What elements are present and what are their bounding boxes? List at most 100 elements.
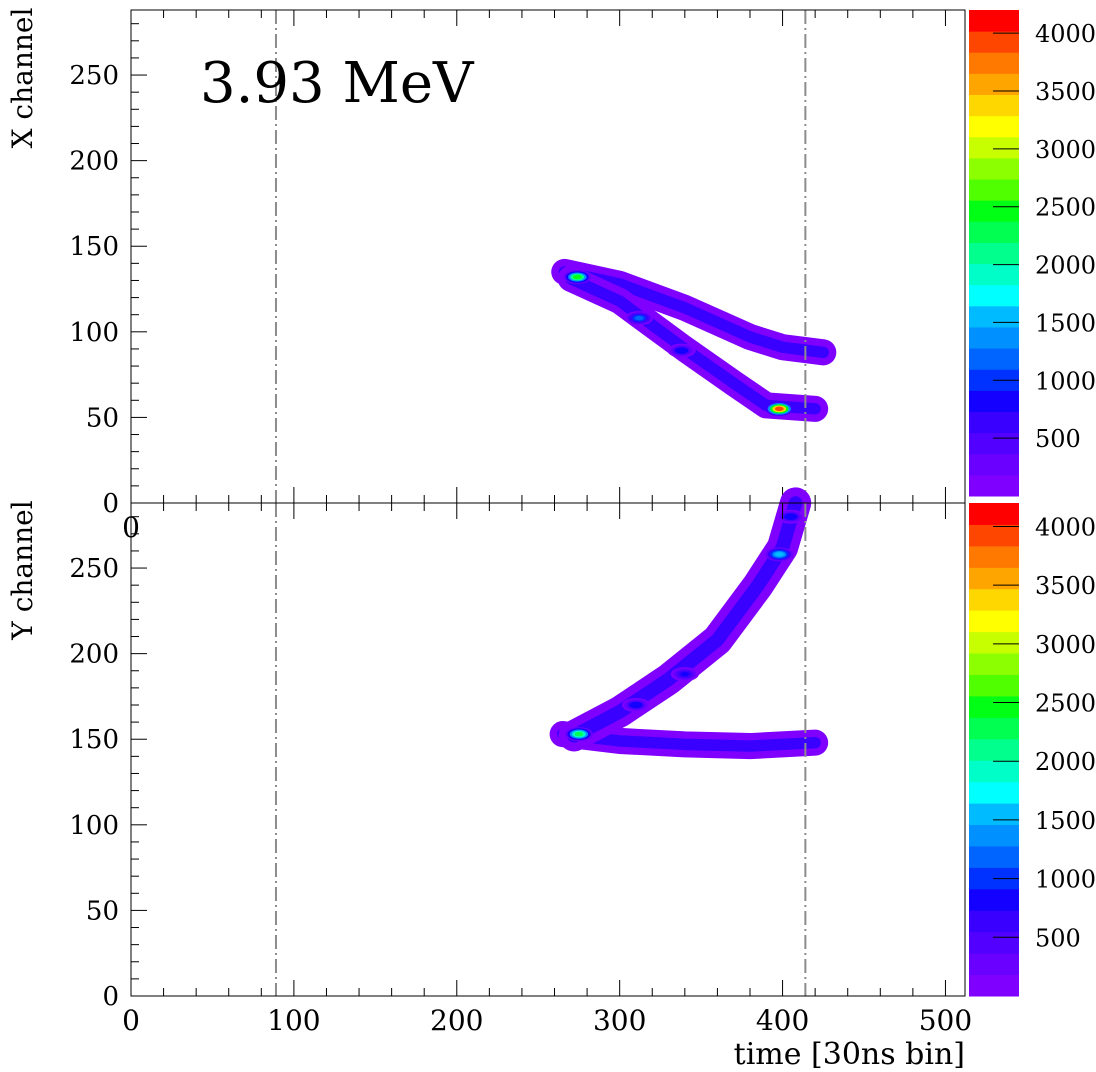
colorbar-segment [969, 115, 1019, 138]
color-bars: 500 1000 1500 2000 2500 3000 3500 4000 500 1000 15… [969, 10, 1096, 997]
bottom-track-layer [549, 487, 829, 760]
bottom-y-tick-label: 200 [69, 640, 119, 670]
bottom-panel: 0 50 100 150 200 250 0 100 200 300 400 500 Y channe… [6, 487, 972, 1072]
top-y-tick-label: 250 [69, 61, 119, 91]
colorbar-segment [969, 781, 1019, 804]
colorbar-segment [969, 411, 1019, 434]
colorbar-tick-label: 4000 [1035, 20, 1096, 48]
colorbar-tick-label: 500 [1035, 425, 1081, 453]
bottom-y-tick-label: 250 [69, 554, 119, 584]
top-hot-spot [634, 315, 644, 321]
top-y-tick-label: 100 [69, 318, 119, 348]
top-track-layer [551, 258, 837, 422]
colorbar-segment [969, 390, 1019, 412]
colorbar-segment [969, 503, 1019, 525]
top-y-tick-label: 0 [102, 489, 119, 519]
colorbar-segment [969, 631, 1019, 654]
colorbar-tick-label: 500 [1035, 924, 1081, 952]
bottom-dashed-lines [274, 503, 807, 996]
colorbar-segment [969, 545, 1019, 568]
top-hot-spot [677, 348, 686, 353]
top-hot-spot [572, 274, 582, 280]
bottom-x-tick-label: 0 [122, 1004, 140, 1037]
bottom-hot-spot [574, 731, 584, 737]
colorbar-segment [969, 221, 1019, 243]
colorbar-segment [969, 974, 1019, 997]
colorbar-segment [969, 931, 1019, 954]
colorbar-segment [969, 326, 1019, 349]
colorbar-segment [969, 263, 1019, 286]
colorbar-tick-label: 2000 [1035, 252, 1096, 280]
colorbar-segment [969, 94, 1019, 117]
colorbar-segment [969, 760, 1019, 783]
colorbar-segment [969, 284, 1019, 307]
top-hot-spot [774, 406, 784, 412]
colorbar-tick-label: 3500 [1035, 572, 1096, 600]
bottom-y-tick-label: 50 [86, 896, 119, 926]
top-dashed-lines [274, 10, 807, 503]
colorbar-segment [969, 474, 1019, 497]
colorbar-segment [969, 179, 1019, 201]
bottom-y-axis-label: Y channel [6, 500, 39, 640]
bottom-hot-spot [631, 702, 641, 708]
colorbar-segment [969, 305, 1019, 328]
colorbar-segment [969, 910, 1019, 933]
bottom-track-band [558, 487, 812, 752]
bottom-y-tick-label: 0 [102, 982, 119, 1012]
top-y-axis-label: X channel [6, 8, 39, 149]
colorbar-segment [969, 524, 1019, 547]
bottom-x-tick-label: 200 [430, 1004, 483, 1037]
bottom-x-axis-label: time [30ns bin] [734, 1037, 965, 1072]
colorbar-tick-label: 1000 [1035, 367, 1096, 395]
colorbar-tick-label: 3500 [1035, 78, 1096, 106]
bottom-y-tick-label: 100 [69, 811, 119, 841]
colorbar-segment [969, 803, 1019, 826]
colorbar-segment [969, 136, 1019, 159]
colorbar-segment [969, 717, 1019, 740]
top-track-core [558, 266, 829, 359]
colorbar-tick-label: 2500 [1035, 194, 1096, 222]
colorbar-segment [969, 888, 1019, 911]
colorbar-segment [969, 588, 1019, 611]
colorbar-segment [969, 824, 1019, 847]
colorbar-segment [969, 200, 1019, 222]
bottom-y-tick-label: 150 [69, 725, 119, 755]
colorbar-segment [969, 610, 1019, 633]
colorbar-segment [969, 31, 1019, 53]
colorbar-segment [969, 695, 1019, 718]
colorbar-segment [969, 73, 1019, 96]
bottom-x-tick-label: 500 [919, 1004, 972, 1037]
bottom-hot-spot [786, 514, 796, 519]
colorbar-tick-label: 3000 [1035, 136, 1096, 164]
bottom-hot-spot [774, 552, 784, 557]
colorbar-tick-label: 4000 [1035, 513, 1096, 541]
colorbar-tick-label: 3000 [1035, 631, 1096, 659]
top-y-tick-label: 150 [69, 232, 119, 262]
colorbar-tick-label: 1500 [1035, 309, 1096, 337]
bottom-track-core [567, 496, 803, 743]
bottom-ticks: 0 50 100 150 200 250 0 100 200 300 400 500 [69, 503, 972, 1037]
energy-annotation: 3.93 MeV [200, 51, 475, 116]
bottom-x-tick-label: 300 [593, 1004, 646, 1037]
colorbar-segment [969, 10, 1019, 32]
colorbar-segment [969, 432, 1019, 455]
colorbar-segment [969, 653, 1019, 675]
colorbar-segment [969, 453, 1019, 476]
bottom-hot-spot [680, 671, 690, 677]
colorbar-segment [969, 953, 1019, 976]
colorbar-segment [969, 242, 1019, 265]
colorbar-tick-label: 1500 [1035, 807, 1096, 835]
bottom-plot-frame [130, 502, 966, 997]
colorbar-segment [969, 157, 1019, 180]
colorbar-segment [969, 738, 1019, 761]
bottom-x-tick-label: 400 [756, 1004, 809, 1037]
colorbar-segment [969, 348, 1019, 370]
top-y-tick-label: 200 [69, 147, 119, 177]
colorbar-segment [969, 567, 1019, 590]
colorbar-segment [969, 52, 1019, 74]
bottom-x-tick-label: 100 [267, 1004, 320, 1037]
colorbar-tick-label: 1000 [1035, 866, 1096, 894]
